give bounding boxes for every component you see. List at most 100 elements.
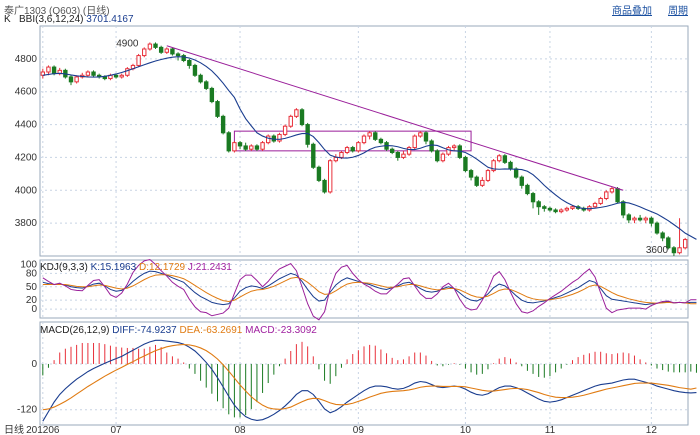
candle-body [666,237,671,249]
candle-body [311,143,316,168]
candle-body [491,160,496,172]
kdj-legend: KDJ(9,3,3) K:15.1963 D:12.1729 J:21.2431 [40,262,232,273]
macd-y-tick-label: 0 [31,359,37,370]
main-y-tick-label: 4600 [15,87,38,98]
candle-body [468,170,474,178]
candle-body [367,132,372,137]
kdj-y-tick-label: 80 [26,268,38,279]
candle-body [254,145,260,150]
candle-body [91,71,96,76]
candle-body [361,135,367,144]
main-y-tick-label: 4000 [15,185,38,196]
candle-body [249,145,254,150]
candle-body [175,53,181,57]
candle-body [192,64,198,76]
low-annotation: 3600 [646,245,669,256]
x-axis-tick-label: 07 [111,425,123,435]
macd-dea-label: DEA: [179,325,203,336]
candle-body [113,74,119,78]
main-panel-frame [39,25,689,257]
candle-body [142,48,147,57]
candle-body [356,142,361,152]
overlay-link[interactable]: 商品叠加 [612,6,652,17]
kdj-d-value: 12.1729 [148,262,186,273]
candle-body [637,217,643,221]
kdj-k-value: 15.1963 [100,262,137,273]
kdj-panel-frame [39,259,689,319]
candle-body [237,142,243,147]
macd-hist-value: -23.3092 [277,325,317,336]
macd-diff-line [42,339,697,422]
candle-body [446,147,451,155]
candle-body [406,147,412,155]
x-axis-start-label: 日线 [4,423,24,435]
candle-body [181,55,186,62]
macd-legend: MACD(26,12,9) DIFF:-74.9237 DEA:-63.2691… [40,325,317,336]
candle-body [68,76,74,83]
candle-body [485,170,491,181]
candle-body [220,115,226,134]
kdj-name: KDJ(9,3,3) [40,262,88,273]
candle-body [260,142,265,150]
candle-body [440,153,446,162]
candle-body [389,148,395,153]
candle-body [654,222,660,234]
instrument-title: 泰广1303 (Q603) (日线) [4,6,110,17]
macd-dea-value: -63.2691 [202,325,243,336]
kdj-k-label: K: [90,262,101,273]
candle-body [232,142,237,152]
macd-hist-label: MACD: [245,325,278,336]
candle-body [677,247,682,254]
main-y-tick-label: 3800 [15,218,38,229]
candle-body [530,193,536,203]
x-axis-tick-label: 201206 [26,425,60,435]
x-axis-tick-label: 10 [460,425,472,435]
candle-body [632,217,637,221]
x-axis-tick-label: 09 [353,425,365,435]
candle-body [395,152,400,158]
candle-body [649,217,654,224]
candle-body [136,55,141,66]
candle-body [170,48,175,55]
main-y-tick-label: 4200 [15,152,38,163]
candle-body [46,66,51,73]
candle-body [598,198,603,204]
kdj-k-line [42,270,697,306]
candle-body [429,140,434,152]
candle-body [198,74,203,83]
candle-body [187,60,192,66]
candle-body [615,188,620,203]
candle-body [74,76,79,83]
chart-title: 泰广1303 (Q603) (日线) [4,2,110,17]
candle-body [480,179,485,186]
kdj-d-label: D: [138,262,149,273]
candle-body [378,138,384,144]
candle-body [294,109,299,117]
bbi-line [42,56,697,240]
candle-body [51,66,57,75]
candle-body [536,201,541,208]
x-axis-tick-label: 11 [545,425,556,435]
macd-panel-frame [39,321,689,426]
candle-body [299,109,305,126]
candle-body [609,188,615,193]
candle-body [282,125,288,135]
candle-body [316,166,322,181]
candle-body [423,132,429,142]
candle-body [525,184,530,195]
candle-body [158,46,164,53]
candle-body [164,48,169,53]
period-link[interactable]: 周期 [668,6,688,17]
kdj-j-value: 21.2431 [195,262,232,273]
candle-body [215,101,220,117]
kdj-y-tick-label: 0 [31,304,37,315]
candle-body [153,43,158,48]
candle-body [266,135,271,144]
candle-body [412,135,417,149]
macd-name: MACD(26,12,9) [40,325,110,336]
x-axis-tick-label: 12 [646,425,658,435]
kdj-y-tick-label: 100 [20,259,37,270]
candle-body [204,81,209,89]
main-y-tick-label: 4800 [15,54,38,65]
